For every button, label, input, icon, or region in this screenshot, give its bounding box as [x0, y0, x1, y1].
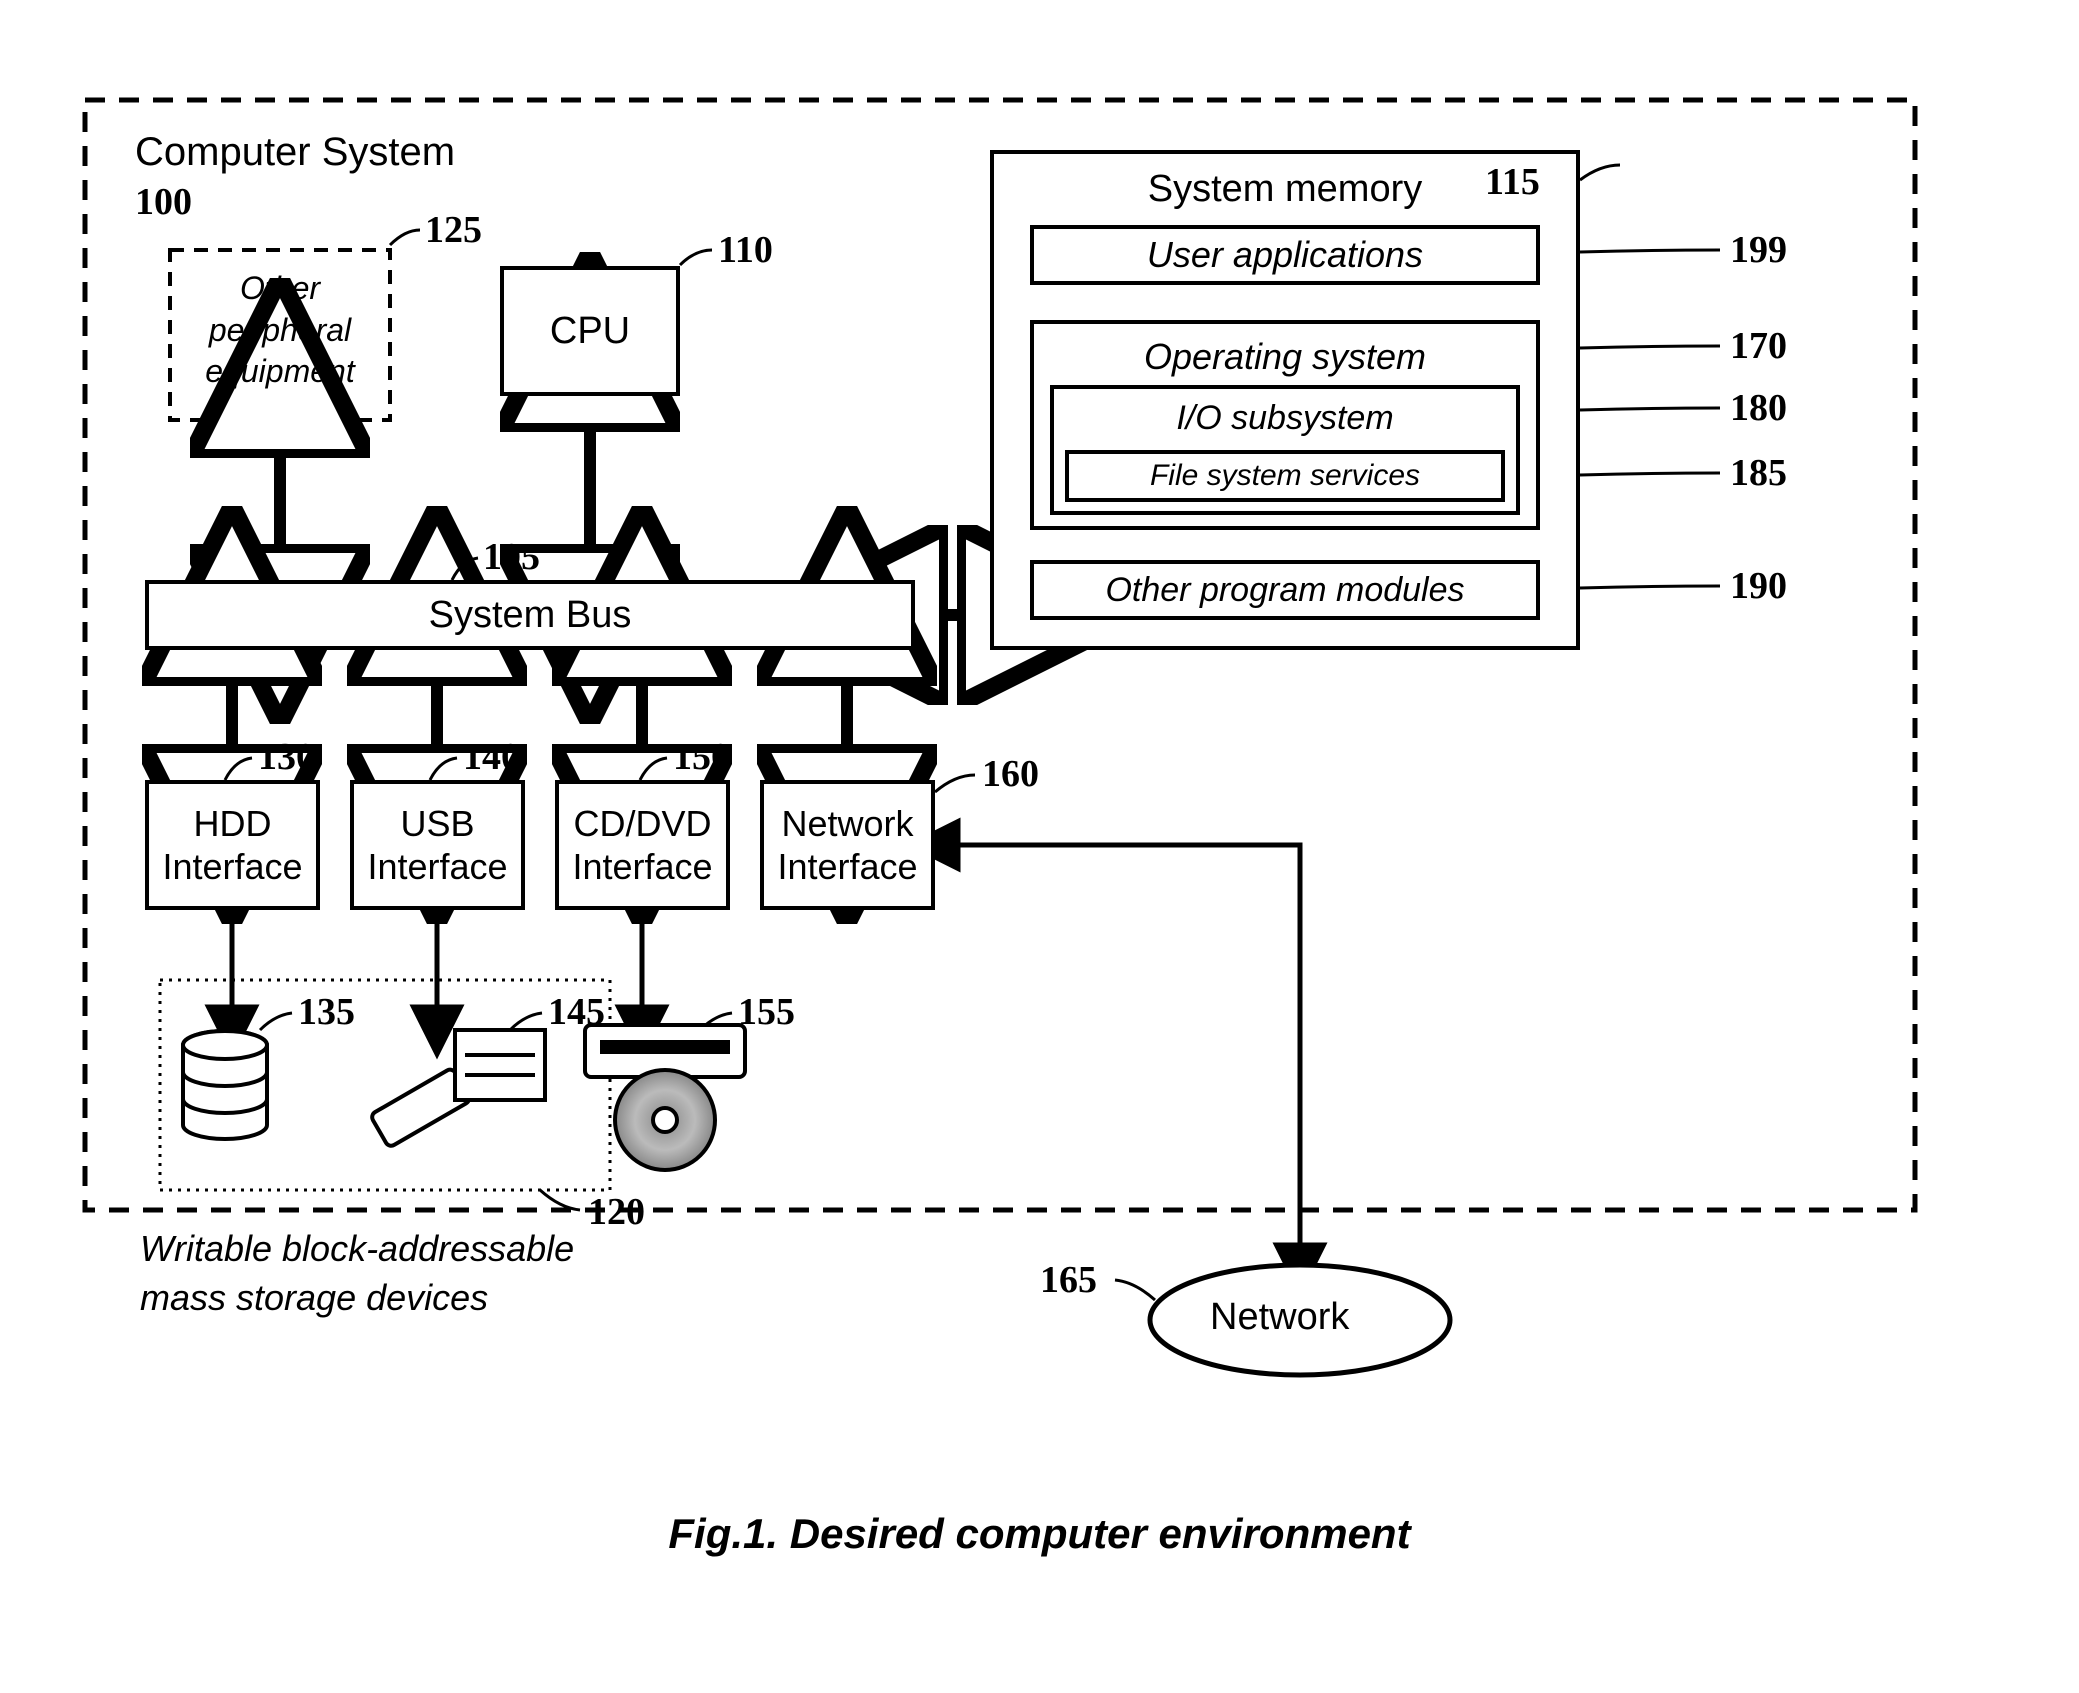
hdd-interface-box: HDD Interface [145, 780, 320, 910]
system-bus-box: System Bus [145, 580, 915, 650]
ref-140: 140 [463, 735, 520, 779]
system-title: Computer System [135, 130, 455, 175]
cddvd-interface-box: CD/DVD Interface [555, 780, 730, 910]
ref-180: 180 [1730, 386, 1787, 430]
ref-130: 130 [258, 735, 315, 779]
hdd-l2: Interface [162, 845, 302, 888]
ref-105: 105 [483, 535, 540, 579]
ref-125: 125 [425, 208, 482, 252]
peripheral-l1: Other [240, 270, 320, 306]
other-mods-box: Other program modules [1030, 560, 1540, 620]
ref-155: 155 [738, 990, 795, 1034]
io-label: I/O subsystem [1176, 399, 1393, 438]
ref-145: 145 [548, 990, 605, 1034]
user-apps-label: User applications [1147, 234, 1423, 276]
ref-110: 110 [718, 228, 773, 272]
ref-190: 190 [1730, 564, 1787, 608]
ref-120: 120 [588, 1190, 645, 1234]
ref-185: 185 [1730, 451, 1787, 495]
ref-170: 170 [1730, 324, 1787, 368]
other-mods-label: Other program modules [1105, 571, 1464, 610]
hdd-l1: HDD [194, 802, 272, 845]
system-bus-label: System Bus [429, 594, 632, 637]
fs-label: File system services [1150, 459, 1420, 493]
ref-135: 135 [298, 990, 355, 1034]
storage-caption-l2: mass storage devices [140, 1277, 488, 1318]
usb-l1: USB [400, 802, 474, 845]
peripheral-l2: peripheral [209, 312, 351, 348]
memory-title: System memory [1148, 168, 1422, 211]
net-l2: Interface [777, 845, 917, 888]
storage-caption: Writable block-addressable mass storage … [140, 1225, 574, 1322]
fs-box: File system services [1065, 450, 1505, 502]
network-interface-box: Network Interface [760, 780, 935, 910]
user-apps-box: User applications [1030, 225, 1540, 285]
os-label: Operating system [1144, 336, 1426, 378]
peripheral-l3: equipment [205, 353, 354, 389]
storage-caption-l1: Writable block-addressable [140, 1228, 574, 1269]
cddvd-l2: Interface [572, 845, 712, 888]
net-l1: Network [781, 802, 913, 845]
peripheral-text: Other peripheral equipment [170, 268, 390, 393]
ref-115: 115 [1485, 160, 1540, 204]
figure-caption: Fig.1. Desired computer environment [0, 1510, 2079, 1558]
cpu-box: CPU [500, 266, 680, 396]
usb-interface-box: USB Interface [350, 780, 525, 910]
cddvd-l1: CD/DVD [573, 802, 711, 845]
ref-100: 100 [135, 180, 192, 224]
ref-165: 165 [1040, 1258, 1097, 1302]
ref-150: 150 [673, 735, 730, 779]
ref-160: 160 [982, 752, 1039, 796]
cpu-label: CPU [550, 310, 630, 353]
network-node-label: Network [1210, 1296, 1349, 1339]
ref-199: 199 [1730, 228, 1787, 272]
usb-l2: Interface [367, 845, 507, 888]
